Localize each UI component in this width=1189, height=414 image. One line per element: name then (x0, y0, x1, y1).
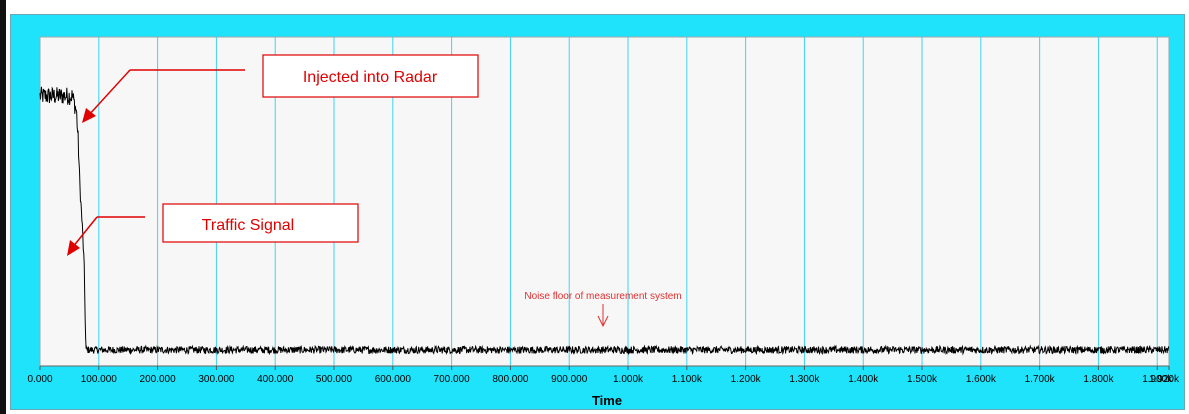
x-tick-label: 900.000 (551, 374, 588, 385)
annotation-box (162, 203, 359, 243)
x-tick-label: 800.000 (492, 374, 529, 385)
x-tick-label: 1.200k (731, 374, 762, 385)
x-tick-label: 0.000 (27, 374, 52, 385)
annotation-box (262, 54, 479, 98)
window-left-edge (0, 0, 6, 414)
x-tick-label: 400.000 (257, 374, 294, 385)
annotation-arrow-line (71, 216, 98, 249)
x-tick-label: 1.700k (1025, 374, 1056, 385)
annotation-arrowhead (82, 108, 96, 123)
x-tick-label: 1.000k (613, 374, 644, 385)
x-tick-label: 1.400k (848, 374, 879, 385)
x-tick-label: 1.100k (672, 374, 703, 385)
plot-area (39, 36, 1170, 367)
x-axis-label: Time (592, 393, 622, 408)
x-tick-label: 300.000 (198, 374, 235, 385)
annotation-arrowhead (67, 240, 80, 256)
x-tick-label: 1.920k (1149, 374, 1180, 385)
annotation-traffic-signal: Traffic Signal (162, 203, 359, 243)
x-axis-tick-labels: 0.000 100.000 200.000 300.000 400.000 500.000… (27, 374, 1180, 385)
annotation-label: Injected into Radar (303, 69, 438, 86)
x-tick-label: 1.600k (966, 374, 997, 385)
x-tick-label: 1.300k (789, 374, 820, 385)
x-axis-ticks (39, 366, 1170, 370)
header-band (6, 0, 1189, 16)
x-tick-label: 100.000 (81, 374, 118, 385)
x-tick-label: 700.000 (434, 374, 471, 385)
signal-series (39, 86, 1170, 356)
x-tick-label: 1.800k (1083, 374, 1114, 385)
x-tick-label: 1.500k (907, 374, 938, 385)
annotation-noise-floor: Noise floor of measurement system (524, 291, 681, 302)
x-tick-label: 200.000 (140, 374, 177, 385)
signal-line (39, 86, 1170, 356)
x-tick-label: 500.000 (316, 374, 353, 385)
annotation-label: Traffic Signal (202, 217, 294, 234)
x-tick-label: 600.000 (375, 374, 412, 385)
x-tick-label: 1.900k (1142, 374, 1173, 385)
noise-floor-arrowhead (597, 315, 609, 328)
annotation-injected-into-radar: Injected into Radar (262, 54, 479, 98)
annotation-arrow-line (87, 69, 131, 117)
